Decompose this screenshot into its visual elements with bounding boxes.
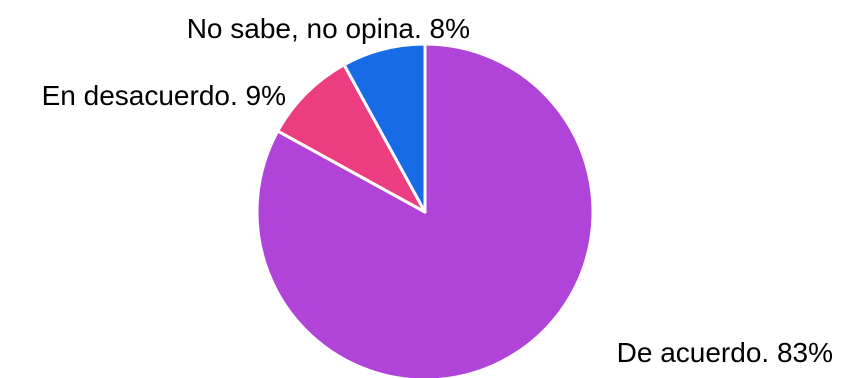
slice-label-de-acuerdo: De acuerdo. 83%	[617, 337, 833, 368]
slice-label-en-desacuerdo: En desacuerdo. 9%	[42, 80, 286, 111]
pie-slice-no-sabe-no-opina	[342, 42, 427, 214]
pie-slice-de-acuerdo	[255, 42, 595, 378]
slice-label-no-sabe-no-opina: No sabe, no opina. 8%	[187, 13, 470, 44]
pie-slice-en-desacuerdo	[276, 63, 427, 214]
